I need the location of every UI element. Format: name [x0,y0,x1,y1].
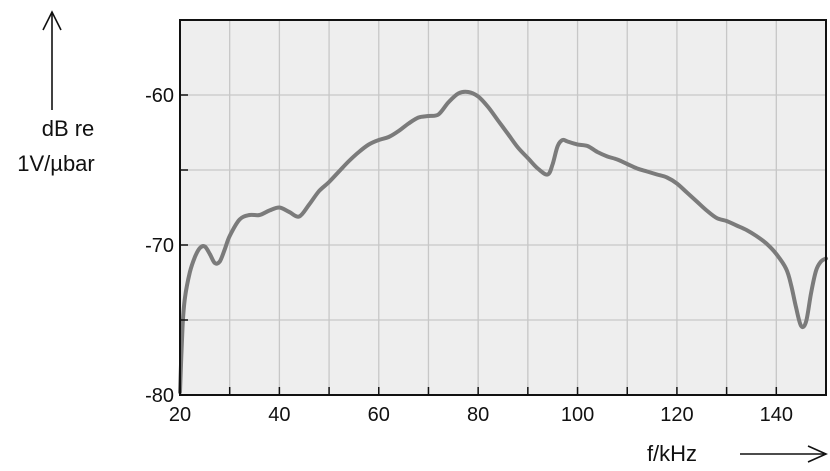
y-tick-label: -60 [145,85,174,107]
x-tick-label: 20 [169,404,191,426]
series-line [178,89,828,394]
x-tick-labels: 20 40 60 80 100 120 140 [169,404,793,426]
x-tick-label: 120 [660,404,693,426]
y-tick-labels: -60 -70 -80 [145,85,174,407]
x-tick-label: 140 [760,404,793,426]
x-tick-label: 80 [467,404,489,426]
x-tick-label: 40 [268,404,290,426]
gridlines [180,20,827,395]
x-tick-label: 60 [368,404,390,426]
plot-area [180,20,826,395]
plot-frame [179,19,827,396]
y-tick-label: -70 [145,235,174,257]
x-axis-title: f/kHz [647,441,697,466]
y-tick-label: -80 [145,385,174,407]
y-axis-title-line-1: dB re [42,116,95,141]
y-axis-title-line-2: 1V/µbar [17,151,95,176]
x-tick-label: 100 [561,404,594,426]
tick-marks [179,19,827,396]
x-axis-arrow-head [807,445,828,463]
y-axis-arrow-head [42,10,62,31]
